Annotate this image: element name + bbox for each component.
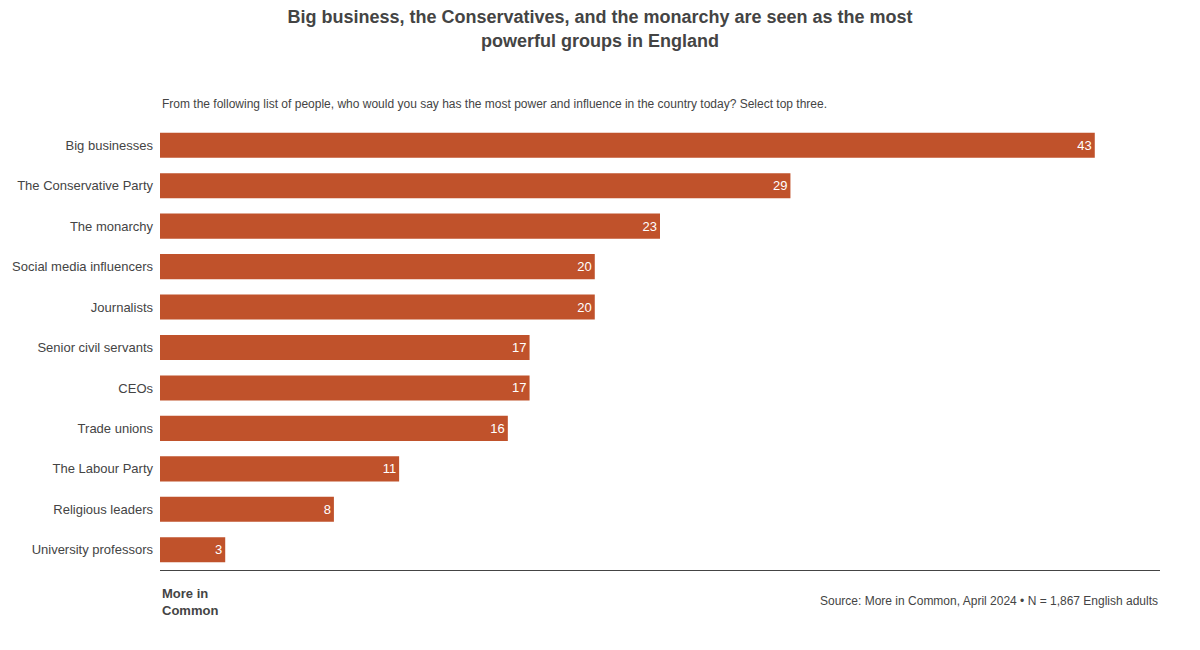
svg-text:20: 20 — [577, 300, 591, 315]
svg-text:The Conservative Party: The Conservative Party — [17, 178, 153, 193]
svg-text:3: 3 — [215, 542, 222, 557]
svg-text:8: 8 — [324, 502, 331, 517]
svg-text:17: 17 — [512, 380, 526, 395]
svg-text:Social media influencers: Social media influencers — [12, 259, 153, 274]
svg-text:Senior civil servants: Senior civil servants — [37, 340, 153, 355]
svg-text:CEOs: CEOs — [118, 381, 153, 396]
svg-text:16: 16 — [490, 421, 504, 436]
svg-text:Big businesses: Big businesses — [66, 138, 154, 153]
svg-text:Religious leaders: Religious leaders — [53, 502, 153, 517]
svg-text:Source: More in Common, April: Source: More in Common, April 2024 • N =… — [820, 594, 1158, 608]
svg-text:Big business, the Conservative: Big business, the Conservatives, and the… — [287, 7, 912, 50]
svg-text:23: 23 — [643, 219, 657, 234]
svg-text:20: 20 — [577, 259, 591, 274]
svg-text:17: 17 — [512, 340, 526, 355]
svg-text:29: 29 — [773, 178, 787, 193]
svg-text:The monarchy: The monarchy — [70, 219, 154, 234]
svg-text:The Labour Party: The Labour Party — [53, 461, 154, 476]
svg-text:43: 43 — [1077, 138, 1091, 153]
svg-text:From the following list of peo: From the following list of people, who w… — [162, 97, 827, 111]
svg-text:More inCommon: More inCommon — [162, 586, 218, 618]
svg-text:University professors: University professors — [32, 542, 154, 557]
svg-text:11: 11 — [383, 461, 397, 476]
svg-text:Trade unions: Trade unions — [78, 421, 154, 436]
svg-text:Journalists: Journalists — [91, 300, 154, 315]
